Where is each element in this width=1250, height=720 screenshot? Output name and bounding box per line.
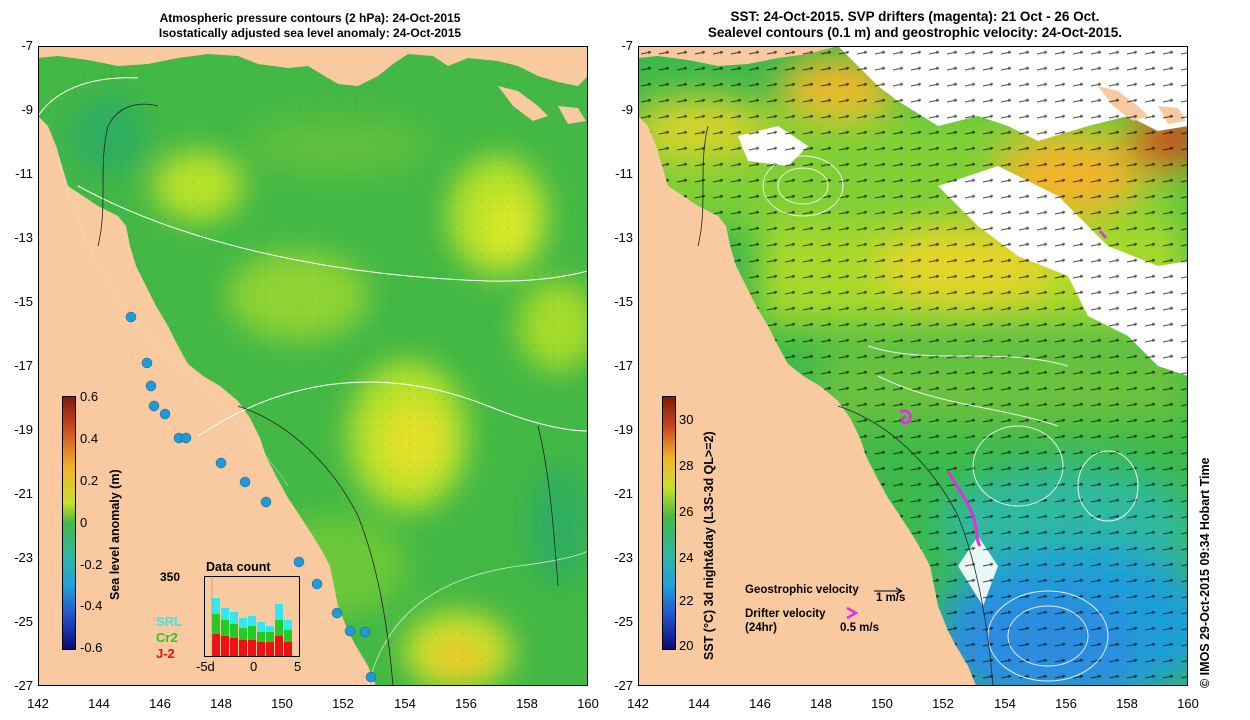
lat-label: -23: [14, 550, 33, 565]
lat-label: -9: [621, 102, 633, 117]
lat-label: -13: [614, 230, 633, 245]
geostrophic-scale-arrow: [874, 587, 903, 595]
lat-label: -15: [14, 294, 33, 309]
lon-label: 146: [749, 696, 771, 711]
right-panel-title: SST: 24-Oct-2015. SVP drifters (magenta)…: [640, 9, 1190, 41]
lat-label: -27: [614, 678, 633, 693]
sla-tick: -0.6: [80, 640, 103, 655]
lon-label: 154: [994, 696, 1016, 711]
lon-label: 144: [688, 696, 710, 711]
lat-label: -27: [14, 678, 33, 693]
lat-label: -11: [15, 166, 33, 181]
lat-label: -7: [21, 38, 33, 53]
right-title-line1: SST: 24-Oct-2015. SVP drifters (magenta)…: [730, 9, 1100, 24]
lon-label: 142: [627, 696, 649, 711]
sst-tick: 20: [679, 638, 694, 653]
lon-label: 148: [210, 696, 232, 711]
lon-label: 152: [332, 696, 354, 711]
sea-level-colorbar: [62, 396, 76, 650]
lat-label: -25: [14, 614, 33, 629]
sea-level-anomaly-map[interactable]: [38, 46, 588, 686]
lon-label: 156: [1055, 696, 1077, 711]
legend-j2: J-2: [156, 646, 175, 661]
lon-label: 142: [27, 696, 49, 711]
sst-tick: 28: [679, 458, 694, 473]
sst-tick: 24: [679, 550, 694, 565]
lon-label: 156: [455, 696, 477, 711]
lat-label: -19: [14, 422, 33, 437]
lon-label: 150: [871, 696, 893, 711]
sst-colorbar: [662, 396, 676, 650]
sst-tick: 30: [679, 412, 694, 427]
sla-tick: 0.2: [80, 473, 99, 488]
legend-cr2: Cr2: [156, 630, 178, 645]
lon-label: 152: [932, 696, 954, 711]
lat-label: -17: [614, 358, 633, 373]
left-panel-title: Atmospheric pressure contours (2 hPa): 2…: [60, 11, 560, 41]
lat-label: -21: [14, 486, 33, 501]
left-title-line1: Atmospheric pressure contours (2 hPa): 2…: [159, 11, 461, 25]
lat-label: -23: [614, 550, 633, 565]
lat-label: -13: [14, 230, 33, 245]
sst-colorbar-label: SST (°C) 3d night&day (L3S-3d QL>=2): [702, 431, 716, 660]
lat-label: -7: [621, 38, 633, 53]
drifter-velocity-label: Drifter velocity: [745, 608, 826, 620]
sla-tick: -0.4: [80, 598, 103, 613]
sst-tick: 26: [679, 504, 694, 519]
lat-label: -15: [614, 294, 633, 309]
sst-tick: 22: [679, 593, 694, 608]
lon-label: 154: [394, 696, 416, 711]
lat-label: -17: [14, 358, 33, 373]
right-title-line2: Sealevel contours (0.1 m) and geostrophi…: [707, 25, 1123, 40]
sla-tick: 0.4: [80, 431, 99, 446]
geostrophic-scale-label: 1 m/s: [876, 592, 906, 604]
sla-colorbar-label: Sea level anomaly (m): [108, 469, 122, 600]
lat-label: -21: [614, 486, 633, 501]
lon-label: 144: [88, 696, 110, 711]
left-title-line2: Isostatically adjusted sea level anomaly…: [158, 26, 462, 40]
drifter-velocity-sublabel: (24hr): [745, 622, 777, 634]
lon-label: 146: [149, 696, 171, 711]
lon-label: 148: [810, 696, 832, 711]
sla-tick: 0: [80, 515, 88, 530]
histogram-bars: [212, 598, 292, 656]
lat-label: -25: [614, 614, 633, 629]
sst-map[interactable]: [638, 46, 1188, 686]
sla-tick: 0.6: [80, 389, 99, 404]
lon-label: 158: [1116, 696, 1138, 711]
lat-label: -9: [21, 102, 33, 117]
lat-label: -11: [615, 166, 633, 181]
lon-label: 150: [271, 696, 293, 711]
data-count-xtick: -5d: [196, 659, 215, 674]
lon-label: 160: [1177, 696, 1199, 711]
lon-label: 160: [577, 696, 599, 711]
data-count-xtick: 0: [250, 659, 258, 674]
drifter-scale-arrow: [846, 606, 859, 620]
data-count-xtick: 5: [294, 659, 302, 674]
lon-label: 158: [516, 696, 538, 711]
lat-label: -19: [614, 422, 633, 437]
imos-credit: © IMOS 29-Oct-2015 09:34 Hobart Time: [1198, 457, 1212, 688]
drifter-scale-label: 0.5 m/s: [840, 622, 879, 634]
legend-srl: SRL: [156, 614, 182, 629]
geostrophic-velocity-label: Geostrophic velocity: [745, 584, 859, 596]
data-count-title: Data count: [206, 560, 271, 574]
data-count-ymax: 350: [160, 570, 181, 584]
data-count-histogram: [204, 576, 300, 657]
sla-tick: -0.2: [80, 557, 103, 572]
